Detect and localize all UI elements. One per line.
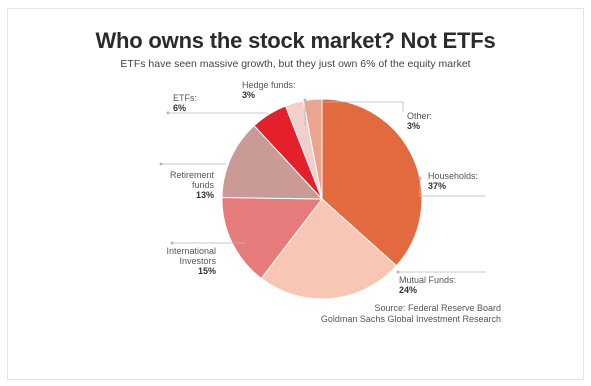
label-households: Households: 37%: [428, 171, 478, 191]
leader-households-dot: [418, 176, 422, 180]
pie-slice-other: [302, 98, 323, 200]
pie-slice-households: [321, 98, 423, 267]
label-mutual-funds-name: Mutual Funds:: [399, 275, 457, 285]
source-line-2: Goldman Sachs Global Investment Research: [320, 314, 501, 324]
leader-mutual-funds-dot: [396, 270, 400, 274]
label-etfs-name: ETFs:: [173, 93, 197, 103]
leader-international-investors-dot: [170, 241, 174, 245]
pie-slice-retirement-funds: [221, 124, 324, 200]
chart-title: Who owns the stock market? Not ETFs: [95, 28, 496, 53]
label-mutual-funds-value: 24%: [399, 285, 418, 295]
source-line-1: Source: Federal Reserve Board: [374, 303, 501, 313]
label-mutual-funds: Mutual Funds: 24%: [399, 275, 456, 295]
label-households-name: Households:: [428, 171, 479, 181]
leader-other: [320, 101, 404, 112]
label-international-investors-name: International Investors: [166, 246, 216, 266]
leader-other-dot: [318, 100, 322, 104]
leader-etfs-dot: [166, 111, 170, 115]
chart-subtitle: ETFs have seen massive growth, but they …: [120, 58, 471, 70]
label-households-value: 37%: [428, 181, 447, 191]
label-other-value: 3%: [407, 121, 421, 131]
label-retirement-funds-name: Retirement funds: [169, 170, 214, 190]
label-etfs: ETFs: 6%: [173, 93, 197, 113]
leader-hedge-funds-dot: [303, 98, 307, 102]
label-international-investors-value: 15%: [197, 266, 216, 276]
label-retirement-funds: Retirement funds 13%: [156, 170, 214, 200]
label-other-name: Other:: [407, 111, 433, 121]
label-international-investors: International Investors 15%: [160, 246, 216, 276]
label-other: Other: 3%: [407, 111, 432, 131]
pie-slice-mutual-funds: [260, 198, 398, 300]
leader-households: [419, 178, 486, 197]
pie-slice-international-investors: [221, 196, 324, 280]
label-hedge-funds-value: 3%: [242, 90, 256, 100]
source-note: Source: Federal Reserve Board Goldman Sa…: [300, 303, 501, 325]
label-hedge-funds-name: Hedge funds:: [242, 80, 296, 90]
label-retirement-funds-value: 13%: [195, 190, 214, 200]
label-hedge-funds: Hedge funds: 3%: [242, 80, 296, 100]
label-etfs-value: 6%: [173, 103, 187, 113]
leader-retirement-funds-dot: [159, 162, 163, 166]
